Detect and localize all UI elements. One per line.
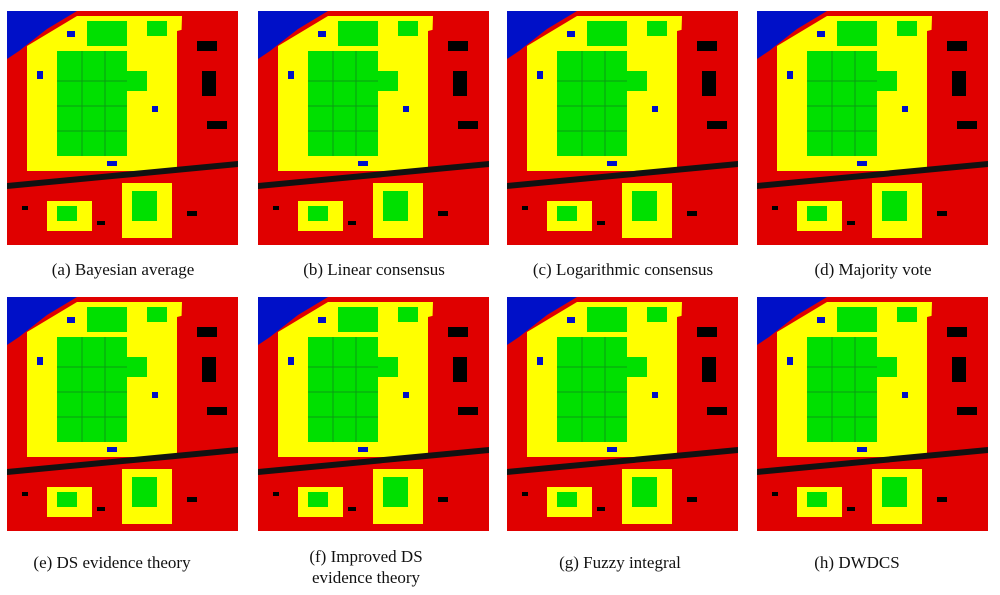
classification-map <box>507 11 738 245</box>
map-panel-a <box>7 11 238 245</box>
classification-map <box>7 297 238 531</box>
caption-c: (c) Logarithmic consensus <box>532 260 714 279</box>
classification-map <box>757 11 988 245</box>
map-panel-g <box>507 297 738 531</box>
map-panel-f <box>258 297 489 531</box>
map-panel-e <box>7 297 238 531</box>
caption-f: (f) Improved DS evidence theory <box>246 546 486 588</box>
classification-map <box>507 297 738 531</box>
map-panel-c <box>507 11 738 245</box>
map-panel-b <box>258 11 489 245</box>
map-panel-d <box>757 11 988 245</box>
classification-map <box>258 11 489 245</box>
caption-g: (g) Fuzzy integral <box>559 553 681 572</box>
classification-map <box>757 297 988 531</box>
classification-map <box>258 297 489 531</box>
caption-e: (e) DS evidence theory <box>33 553 191 572</box>
classification-map <box>7 11 238 245</box>
map-panel-h <box>757 297 988 531</box>
caption-h: (h) DWDCS <box>814 553 900 572</box>
caption-a: (a) Bayesian average <box>51 260 195 279</box>
caption-b: (b) Linear consensus <box>303 260 445 279</box>
caption-f-line1: (f) Improved DS <box>309 547 423 566</box>
caption-d: (d) Majority vote <box>814 260 932 279</box>
caption-f-line2: evidence theory <box>311 568 421 587</box>
